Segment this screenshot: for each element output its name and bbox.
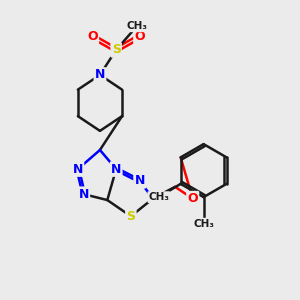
Text: N: N [111, 163, 121, 176]
Text: N: N [95, 68, 105, 81]
Text: CH₃: CH₃ [126, 21, 147, 31]
Text: N: N [134, 174, 145, 188]
Text: N: N [73, 163, 83, 176]
Text: CH₃: CH₃ [148, 192, 169, 202]
Text: S: S [112, 44, 121, 56]
Text: O: O [134, 30, 145, 43]
Text: O: O [188, 192, 198, 205]
Text: N: N [79, 188, 89, 201]
Text: CH₃: CH₃ [193, 219, 214, 229]
Text: O: O [87, 30, 98, 43]
Text: S: S [126, 210, 135, 223]
